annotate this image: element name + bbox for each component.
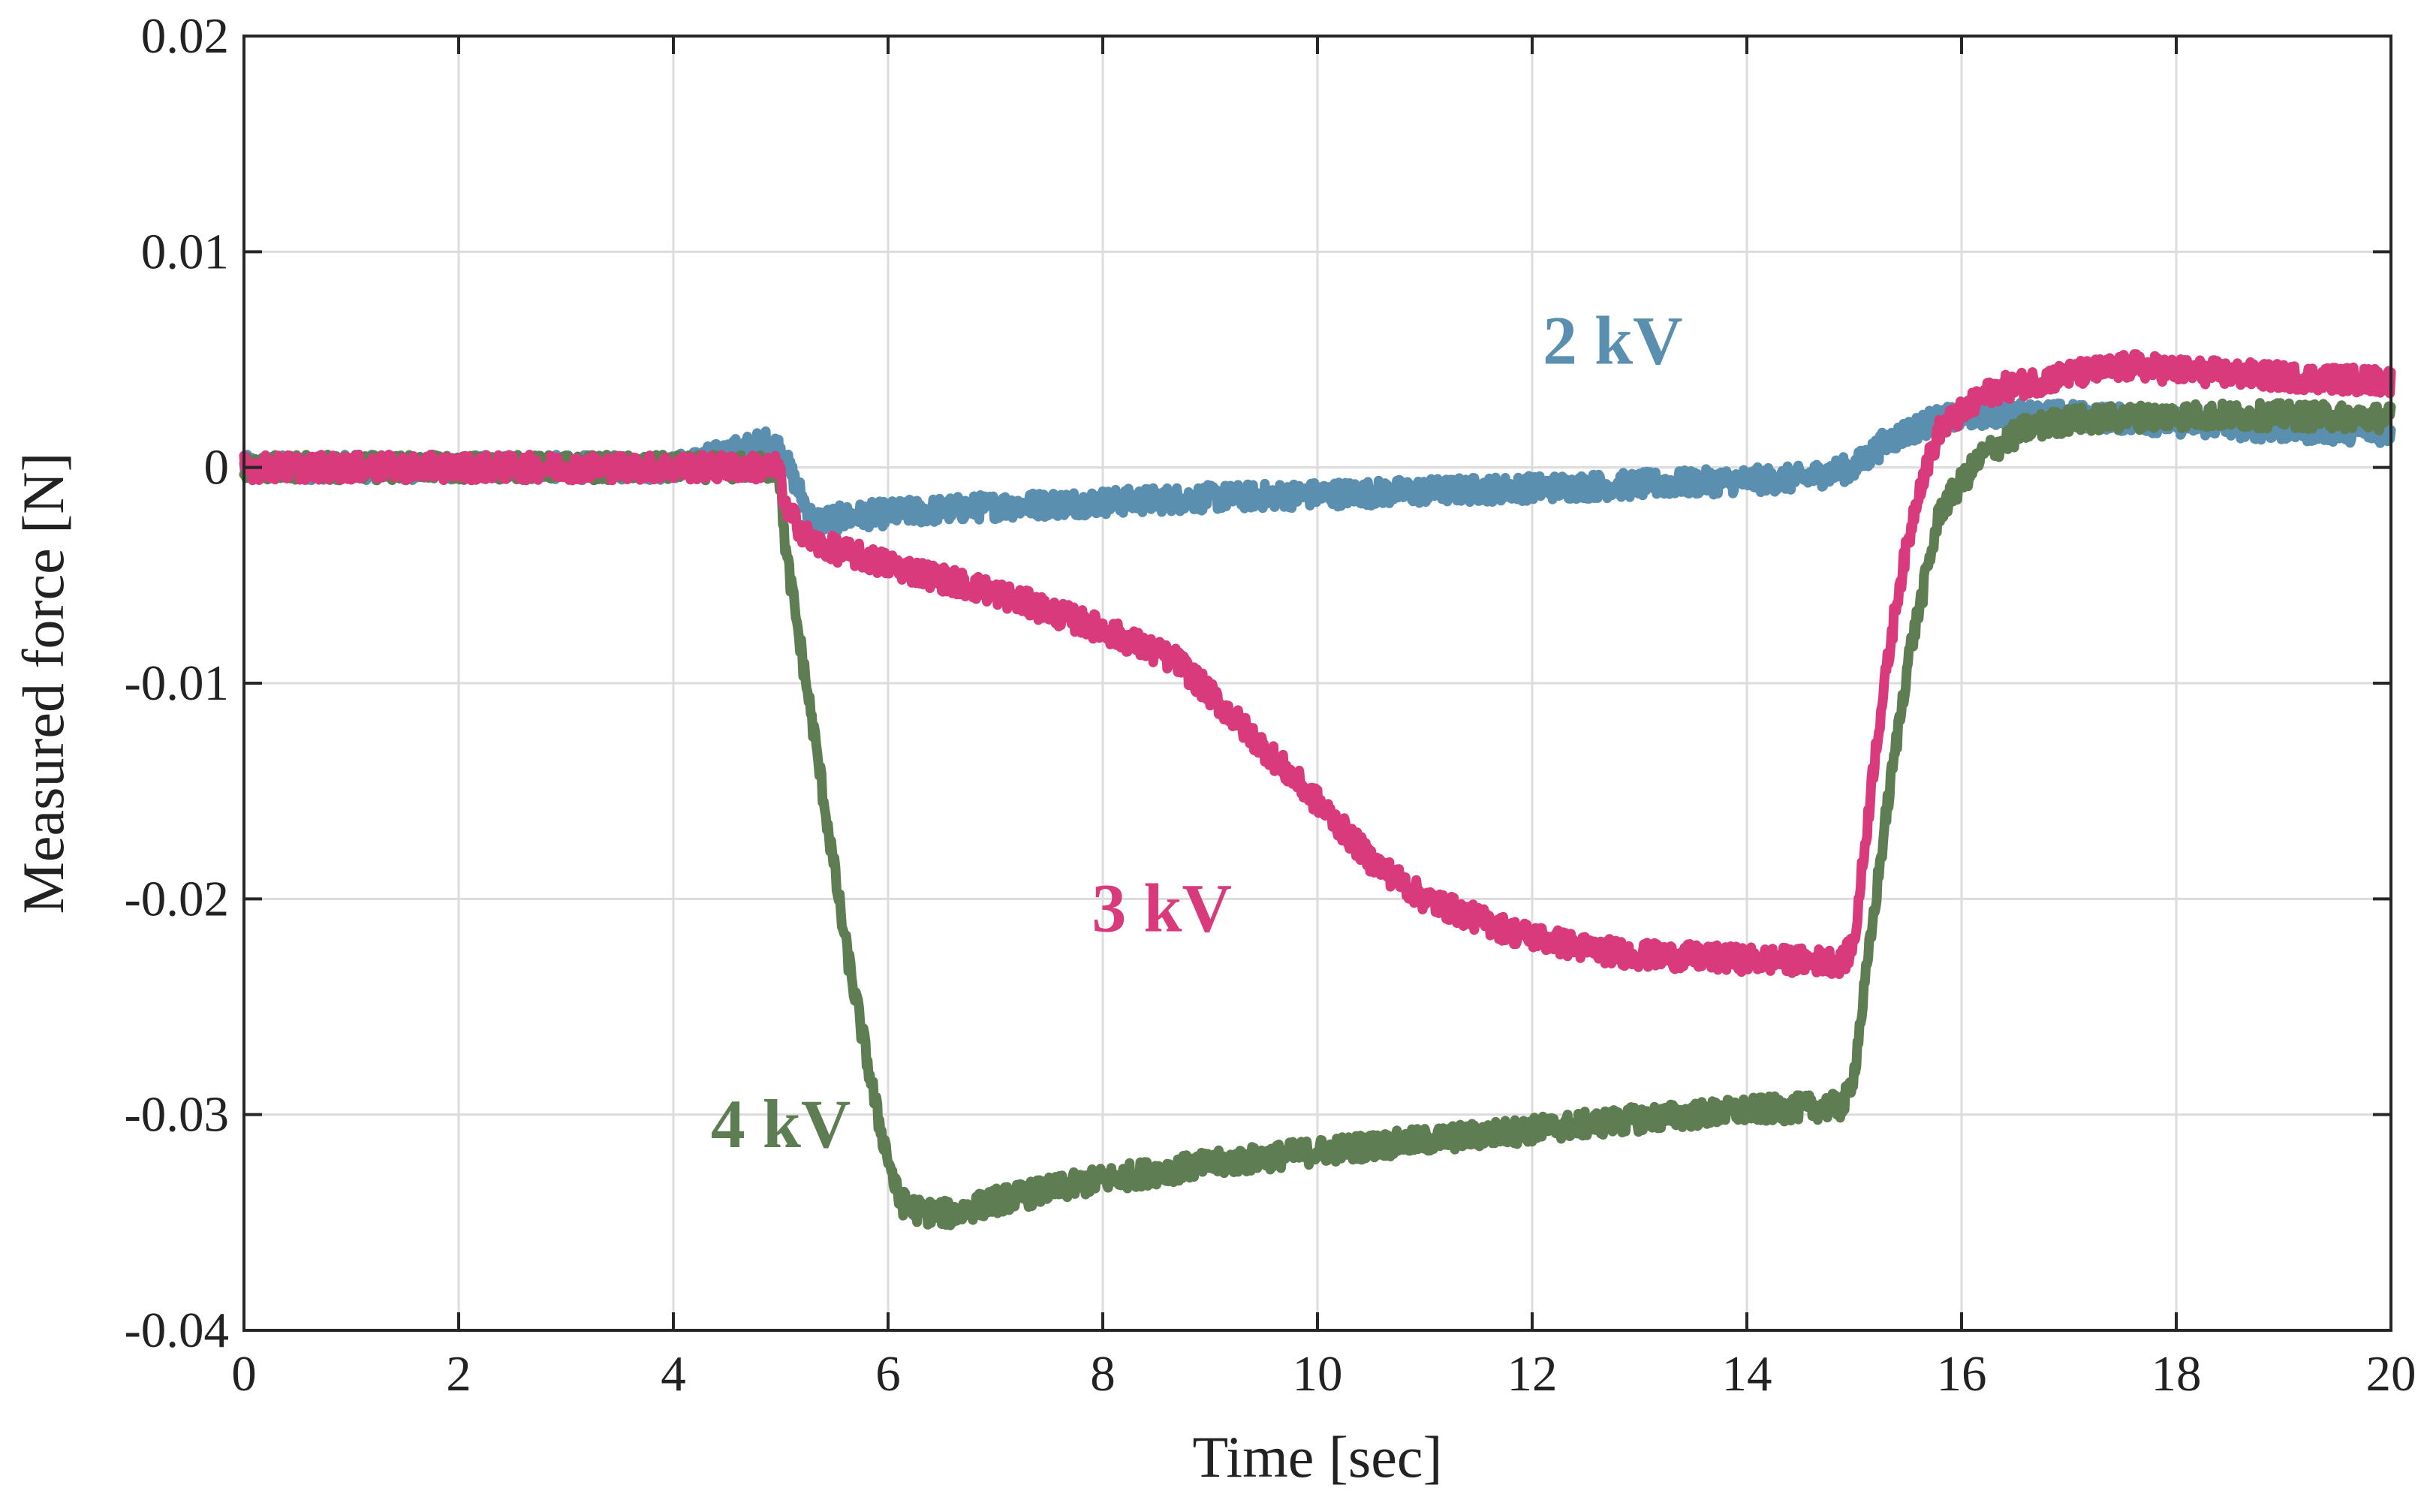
y-tick-label: -0.01 [124, 655, 229, 711]
annotations: 2 kV 3 kV 4 kV [711, 303, 1683, 1162]
series-layer [239, 349, 2396, 1230]
x-tick-label: 10 [1293, 1346, 1343, 1402]
y-tick-labels: 0.02 0.01 0 -0.01 -0.02 -0.03 -0.04 [124, 8, 229, 1358]
y-tick-label: -0.03 [124, 1087, 229, 1143]
x-tick-labels: 0 2 4 6 8 10 12 14 16 18 20 [231, 1346, 2416, 1402]
x-tick-label: 4 [661, 1346, 686, 1402]
x-tick-label: 8 [1090, 1346, 1116, 1402]
annotation-3-kv: 3 kV [1092, 869, 1232, 946]
x-tick-label: 14 [1722, 1346, 1772, 1402]
x-axis-label: Time [sec] [1193, 1424, 1443, 1489]
x-tick-label: 2 [446, 1346, 471, 1402]
ticks [242, 35, 2392, 1332]
y-tick-label: -0.04 [124, 1303, 229, 1358]
y-tick-label: 0 [204, 440, 230, 495]
y-tick-label: 0.02 [141, 8, 229, 64]
x-tick-label: 16 [1937, 1346, 1987, 1402]
grid [242, 35, 2392, 1332]
x-tick-label: 18 [2151, 1346, 2202, 1402]
annotation-4-kv: 4 kV [711, 1086, 851, 1162]
x-tick-label: 12 [1507, 1346, 1558, 1402]
y-axis-label: Measured force [N] [11, 452, 76, 914]
x-tick-label: 0 [231, 1346, 257, 1402]
series-line-3-kv [239, 349, 2396, 980]
x-tick-label: 6 [875, 1346, 901, 1402]
annotation-2-kv: 2 kV [1543, 303, 1683, 379]
y-tick-label: -0.02 [124, 871, 229, 926]
y-tick-label: 0.01 [141, 224, 229, 279]
x-tick-label: 20 [2366, 1346, 2416, 1402]
